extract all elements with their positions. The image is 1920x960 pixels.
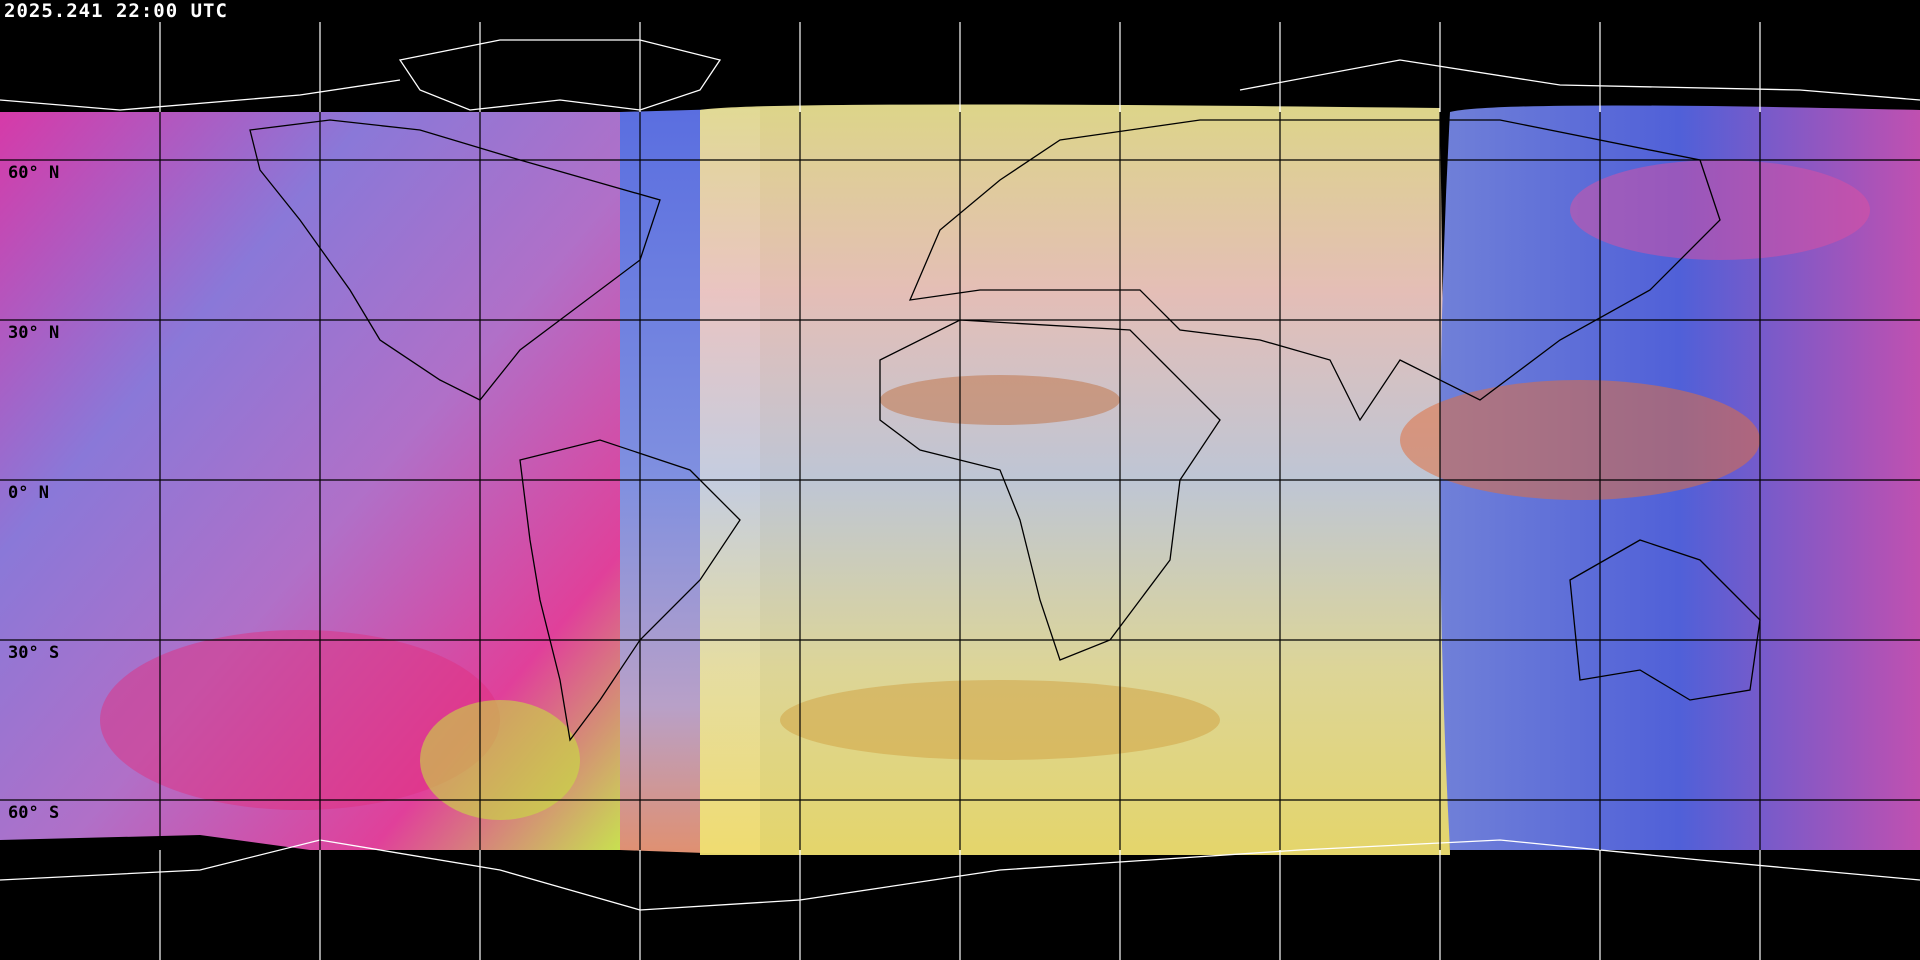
coastline-north-america	[249, 119, 661, 401]
coastlines	[249, 119, 1761, 742]
timestamp-label: 2025.241 22:00 UTC	[4, 0, 228, 22]
lat-label-0: 0° N	[8, 483, 49, 503]
lat-label-30n: 30° N	[8, 323, 60, 343]
coastline-south-america	[519, 439, 741, 742]
lat-label-30s: 30° S	[8, 643, 60, 663]
graticule	[0, 22, 1920, 960]
cloud-band-tropics	[1400, 380, 1760, 500]
lat-label-60s: 60° S	[8, 803, 60, 823]
coastline-greenland	[398, 39, 722, 111]
coastline-eurasia	[908, 119, 1721, 422]
coastline-arctic	[0, 59, 1920, 111]
lat-label-60n: 60° N	[8, 163, 60, 183]
